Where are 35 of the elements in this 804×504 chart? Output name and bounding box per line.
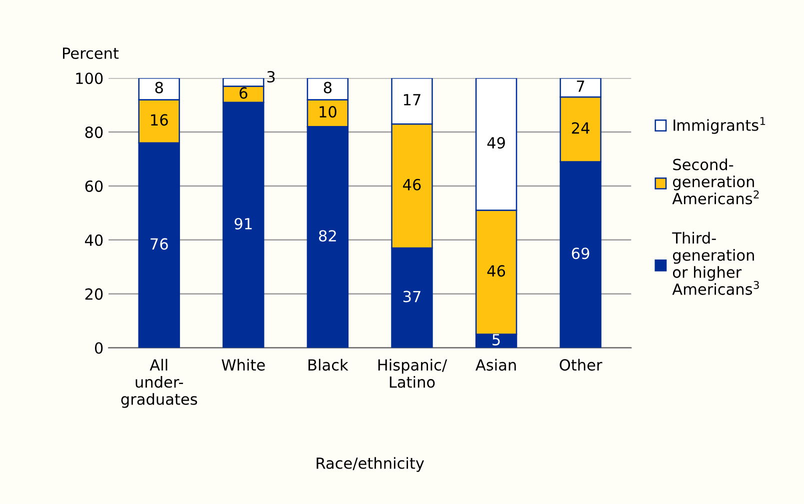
data-label: 24 bbox=[572, 122, 590, 134]
data-label: 49 bbox=[487, 137, 505, 149]
x-tick-label: White bbox=[222, 358, 265, 371]
x-tick-label: Black bbox=[308, 358, 348, 371]
data-label: 3 bbox=[267, 70, 275, 83]
x-tick-label: All under- graduates bbox=[121, 358, 198, 408]
x-tick-label: Hispanic/ Latino bbox=[378, 358, 448, 388]
y-tick-label: 40 bbox=[84, 234, 103, 246]
data-label: 8 bbox=[155, 82, 163, 94]
data-label: 76 bbox=[150, 238, 168, 250]
data-label: 7 bbox=[576, 80, 584, 92]
data-label: 16 bbox=[151, 114, 168, 126]
data-label: 46 bbox=[487, 265, 506, 277]
data-label: 17 bbox=[404, 94, 420, 106]
x-tick-label: Asian bbox=[476, 358, 516, 371]
y-axis-title: Percent bbox=[63, 48, 119, 59]
data-label: 10 bbox=[320, 106, 336, 118]
data-label: 5 bbox=[492, 334, 500, 346]
legend-label: Immigrants$^{1}$ bbox=[674, 117, 766, 134]
y-tick-label: 80 bbox=[85, 126, 103, 138]
data-label: 6 bbox=[240, 87, 248, 99]
legend-label: Third- generation or higher Americans$^{3}$ bbox=[672, 232, 759, 295]
data-label: 8 bbox=[324, 82, 332, 94]
legend-label: Second- generation Americans$^{2}$ bbox=[672, 158, 759, 204]
y-tick-label: 20 bbox=[85, 288, 103, 300]
x-axis-title: Race/ethnicity bbox=[316, 457, 424, 472]
data-label: 37 bbox=[403, 290, 420, 302]
data-label: 91 bbox=[234, 218, 252, 230]
data-label: 69 bbox=[572, 248, 590, 260]
data-label: 82 bbox=[319, 230, 336, 242]
y-tick-label: 100 bbox=[76, 72, 103, 84]
y-tick-label: 60 bbox=[85, 180, 103, 192]
x-tick-label: Other bbox=[560, 358, 602, 371]
y-tick-label: 0 bbox=[94, 342, 103, 354]
data-label: 46 bbox=[403, 178, 421, 190]
